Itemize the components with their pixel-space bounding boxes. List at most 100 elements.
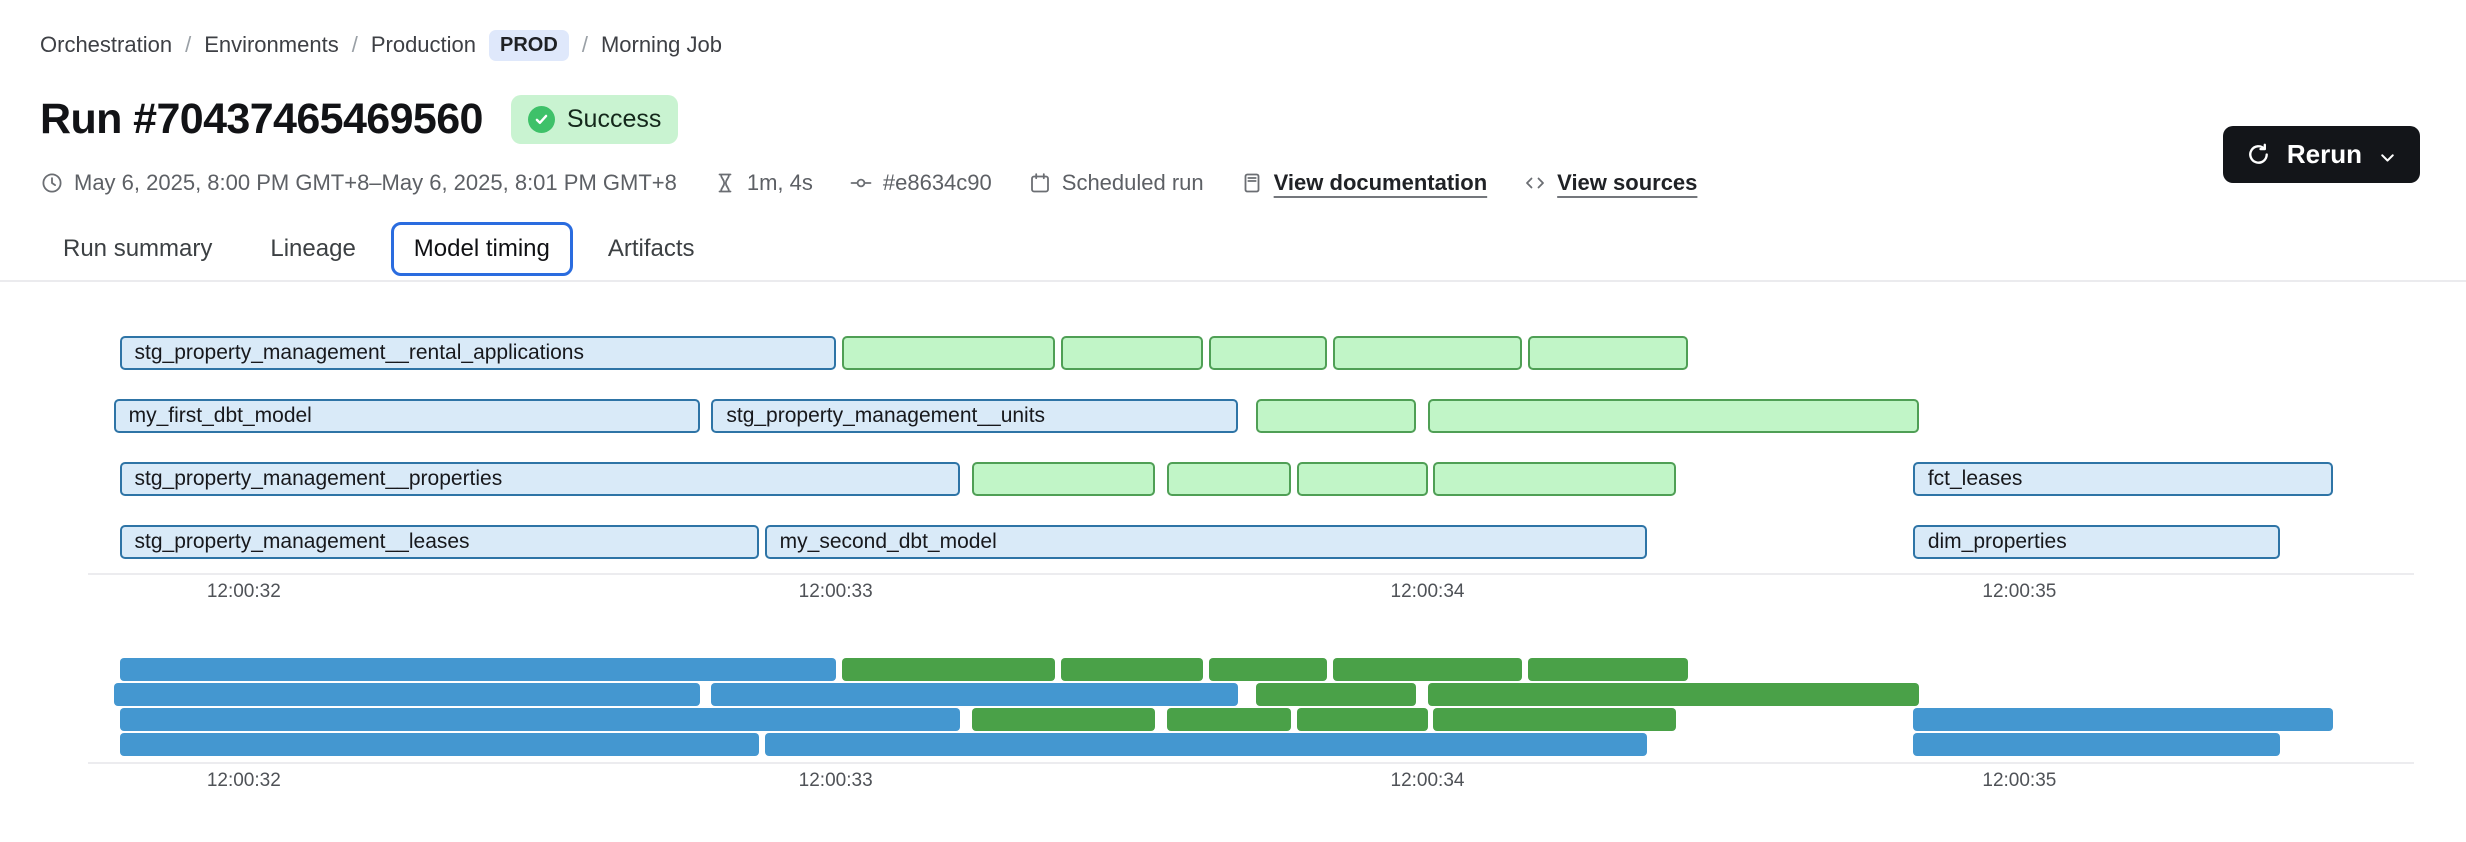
hourglass-icon [713, 171, 737, 195]
bar-label: my_first_dbt_model [128, 404, 312, 427]
gantt-bar[interactable]: stg_property_management__rental_applicat… [119, 336, 836, 370]
minimap-bar [1912, 733, 2280, 756]
code-icon [1523, 171, 1547, 195]
commit-sha: #e8634c90 [849, 170, 992, 196]
minimap-bar [1427, 683, 1919, 706]
tab-artifacts[interactable]: Artifacts [607, 235, 695, 262]
breadcrumb-morning-job[interactable]: Morning Job [600, 32, 723, 57]
run-duration-label: 1m, 4s [746, 170, 813, 195]
gantt-bar[interactable]: my_first_dbt_model [113, 399, 700, 433]
gantt-bar[interactable]: stg_property_management__leases [119, 525, 759, 559]
x-axis-tick-label: 12:00:33 [798, 770, 873, 791]
x-axis-tick-label: 12:00:34 [1390, 581, 1465, 602]
gantt-bar[interactable] [1528, 336, 1688, 370]
rerun-button[interactable]: Rerun [2222, 126, 2420, 183]
breadcrumb-production[interactable]: Production [370, 32, 477, 57]
x-axis-line [88, 762, 2414, 764]
minimap-bar [1912, 708, 2334, 731]
chevron-down-icon [2377, 144, 2398, 165]
x-axis-tick-label: 12:00:32 [206, 770, 281, 791]
x-axis-line [88, 573, 2414, 575]
gantt-bar[interactable] [1167, 462, 1292, 496]
gantt-bar[interactable]: fct_leases [1912, 462, 2334, 496]
breadcrumb-separator: / [185, 32, 192, 57]
title-row: Run #70437465469560 Success [40, 88, 2420, 150]
x-axis-tick-label: 12:00:32 [206, 581, 281, 602]
breadcrumb-separator: / [351, 32, 358, 57]
bar-label: fct_leases [1927, 467, 2023, 490]
gantt-bar[interactable] [1297, 462, 1428, 496]
breadcrumb-orchestration[interactable]: Orchestration [40, 32, 173, 57]
gantt-bar[interactable] [1208, 336, 1327, 370]
calendar-icon [1028, 171, 1052, 195]
tab-bar: Run summary Lineage Model timing Artifacts [40, 222, 2420, 276]
x-axis-tick-label: 12:00:33 [798, 581, 873, 602]
tab-run-summary[interactable]: Run summary [63, 235, 213, 262]
minimap-bar [1528, 658, 1688, 681]
minimap-bar [1167, 708, 1292, 731]
x-axis-tick-label: 12:00:35 [1982, 581, 2057, 602]
bar-label: stg_property_management__leases [134, 530, 470, 553]
clock-icon [40, 171, 64, 195]
minimap-bar [971, 708, 1156, 731]
tab-lineage[interactable]: Lineage [270, 235, 356, 262]
minimap-bar [1255, 683, 1416, 706]
run-duration: 1m, 4s [713, 170, 813, 196]
check-icon [527, 105, 555, 133]
bar-label: stg_property_management__units [726, 404, 1046, 427]
tab-model-timing[interactable]: Model timing [390, 222, 573, 276]
x-axis-tick-label: 12:00:35 [1982, 770, 2057, 791]
gantt-bar[interactable] [1433, 462, 1677, 496]
minimap-bar [1332, 658, 1523, 681]
minimap-bar [113, 683, 700, 706]
model-timing-section: stg_property_management__rental_applicat… [88, 315, 2414, 793]
run-trigger-label: Scheduled run [1061, 170, 1204, 195]
tab-divider [0, 280, 2466, 282]
breadcrumb: Orchestration / Environments / Production PRO… [40, 28, 2420, 62]
minimap-bar [1060, 658, 1203, 681]
breadcrumb-environments[interactable]: Environments [204, 32, 339, 57]
bar-label: my_second_dbt_model [779, 530, 997, 553]
gantt-bar[interactable]: dim_properties [1912, 525, 2280, 559]
bar-label: dim_properties [1927, 530, 2067, 553]
minimap-bar [764, 733, 1647, 756]
gantt-bar[interactable] [1427, 399, 1919, 433]
model-timing-chart: stg_property_management__rental_applicat… [88, 315, 2414, 615]
minimap-bar [1433, 708, 1677, 731]
bar-label: stg_property_management__rental_applicat… [134, 341, 584, 364]
environment-badge: PROD [489, 29, 569, 61]
minimap-bar [711, 683, 1239, 706]
run-trigger: Scheduled run [1028, 170, 1204, 196]
gantt-bar[interactable] [1332, 336, 1523, 370]
minimap-bar [119, 733, 759, 756]
page-title: Run #70437465469560 [40, 94, 483, 143]
view-sources-link[interactable]: View sources [1523, 170, 1697, 196]
view-sources-link-label: View sources [1557, 170, 1698, 195]
commit-icon [849, 171, 873, 195]
status-label: Success [566, 104, 662, 133]
minimap-bar [119, 708, 960, 731]
bar-label: stg_property_management__properties [134, 467, 503, 490]
breadcrumb-separator: / [581, 32, 588, 57]
gantt-bar[interactable]: my_second_dbt_model [764, 525, 1647, 559]
commit-sha-label: #e8634c90 [882, 170, 992, 195]
model-timing-minimap[interactable]: 12:00:32 12:00:33 12:00:34 12:00:35 [88, 658, 2414, 793]
gantt-bar[interactable]: stg_property_management__units [711, 399, 1239, 433]
gantt-bar[interactable] [841, 336, 1055, 370]
x-axis-tick-label: 12:00:34 [1390, 770, 1465, 791]
gantt-bar[interactable] [1255, 399, 1416, 433]
run-time-range: May 6, 2025, 8:00 PM GMT+8–May 6, 2025, … [40, 170, 677, 196]
minimap-bar [841, 658, 1055, 681]
rerun-label: Rerun [2286, 139, 2362, 169]
refresh-icon [2245, 141, 2272, 168]
view-documentation-link[interactable]: View documentation [1240, 170, 1487, 196]
run-meta-row: May 6, 2025, 8:00 PM GMT+8–May 6, 2025, … [40, 166, 2420, 200]
minimap-bar [1297, 708, 1428, 731]
gantt-bar[interactable] [971, 462, 1156, 496]
minimap-bar [1208, 658, 1327, 681]
minimap-bar [119, 658, 836, 681]
document-icon [1240, 171, 1264, 195]
gantt-bar[interactable] [1060, 336, 1203, 370]
gantt-bar[interactable]: stg_property_management__properties [119, 462, 960, 496]
